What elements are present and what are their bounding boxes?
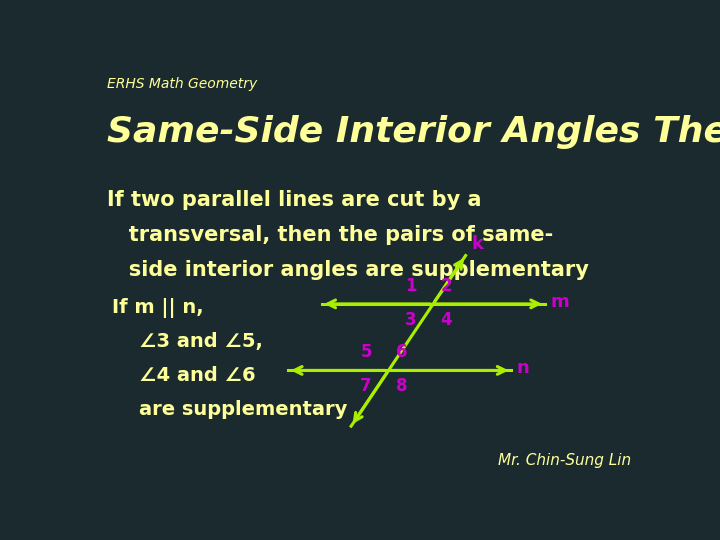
Text: 2: 2 [440,276,451,295]
Text: 4: 4 [440,311,451,329]
Text: Mr. Chin-Sung Lin: Mr. Chin-Sung Lin [498,453,631,468]
Text: side interior angles are supplementary: side interior angles are supplementary [107,260,589,280]
Text: k: k [471,235,483,253]
Text: are supplementary: are supplementary [112,400,348,419]
Text: 8: 8 [395,377,407,395]
Text: 1: 1 [405,276,416,295]
Text: n: n [517,359,530,377]
Text: transversal, then the pairs of same-: transversal, then the pairs of same- [107,225,553,245]
Text: Same-Side Interior Angles Theorem: Same-Side Interior Angles Theorem [107,114,720,148]
Text: 3: 3 [405,311,416,329]
Text: ∠4 and ∠6: ∠4 and ∠6 [112,366,256,385]
Text: 6: 6 [395,343,407,361]
Text: 5: 5 [360,343,372,361]
Text: ERHS Math Geometry: ERHS Math Geometry [107,77,257,91]
Text: ∠3 and ∠5,: ∠3 and ∠5, [112,332,264,351]
Text: If two parallel lines are cut by a: If two parallel lines are cut by a [107,190,481,210]
Text: m: m [550,293,569,311]
Text: 7: 7 [360,377,372,395]
Text: If m || n,: If m || n, [112,298,204,318]
